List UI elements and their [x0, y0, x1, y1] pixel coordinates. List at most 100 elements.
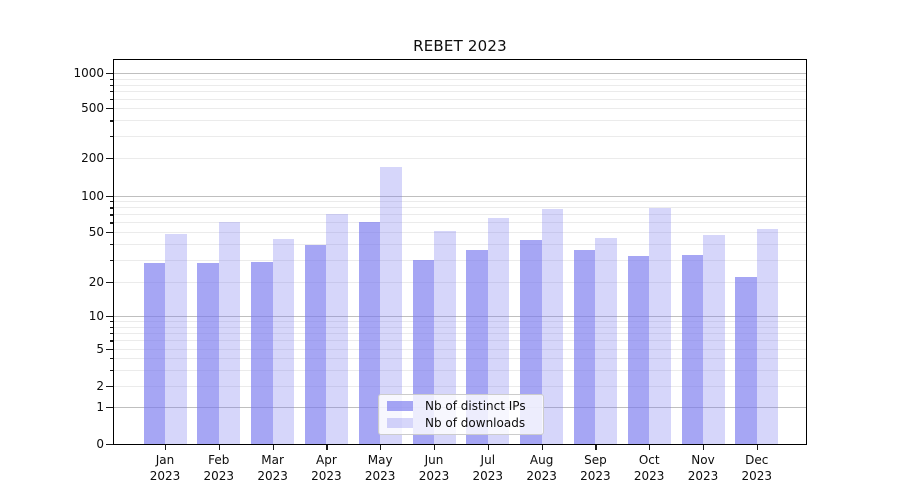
y-tick: [106, 232, 113, 234]
y-tick-label: 500: [81, 101, 104, 116]
y-tick-minor: [109, 136, 113, 138]
y-tick-minor: [109, 340, 113, 342]
x-tick-label: Jun 2023: [406, 452, 462, 484]
gridline-minor: [114, 386, 806, 387]
y-tick-minor: [109, 320, 113, 322]
bar-distinct-ips: [304, 245, 327, 445]
gridline-minor: [114, 136, 806, 138]
y-tick-label: 0: [96, 437, 104, 452]
x-tick-label-year: 2023: [257, 469, 288, 483]
bar-downloads: [649, 208, 671, 445]
y-tick-minor: [109, 207, 113, 209]
bar-downloads: [380, 167, 402, 445]
y-tick: [106, 407, 113, 409]
y-tick-minor: [109, 78, 113, 80]
bar-distinct-ips: [735, 276, 757, 445]
x-tick: [487, 444, 489, 450]
x-tick-label: Feb 2023: [191, 452, 247, 484]
y-tick: [106, 73, 113, 75]
y-tick-minor: [109, 326, 113, 328]
x-tick-label: Oct 2023: [621, 452, 677, 484]
gridline-minor: [114, 214, 806, 216]
gridline-minor: [114, 99, 806, 101]
y-tick: [106, 444, 113, 446]
bar-distinct-ips: [197, 263, 219, 445]
x-tick: [541, 444, 543, 450]
x-tick: [756, 444, 758, 450]
x-tick: [595, 444, 597, 450]
x-tick: [380, 444, 382, 450]
bar-downloads: [487, 218, 510, 445]
gridline-minor: [114, 358, 806, 360]
x-tick-label: Jan 2023: [137, 452, 193, 484]
gridline-minor: [114, 369, 806, 371]
y-tick-label: 1: [96, 400, 104, 415]
legend-label-downloads: Nb of downloads: [425, 416, 526, 430]
x-tick-label-year: 2023: [364, 469, 396, 483]
x-tick-label-year: 2023: [580, 469, 611, 483]
x-tick-label-year: 2023: [741, 469, 773, 483]
gridline-minor: [114, 326, 806, 328]
y-tick-minor: [109, 259, 113, 261]
gridline-minor: [114, 207, 806, 209]
y-tick: [106, 281, 113, 283]
bar-downloads: [272, 238, 295, 445]
y-tick-label: 5: [96, 342, 104, 357]
x-tick: [272, 444, 274, 450]
y-tick: [106, 158, 113, 160]
gridline-minor: [114, 259, 806, 261]
y-tick: [106, 108, 113, 110]
bar-distinct-ips: [627, 256, 650, 445]
gridline-minor: [114, 108, 806, 110]
bar-distinct-ips: [681, 254, 703, 445]
gridline-minor: [114, 158, 806, 160]
x-tick-label-year: 2023: [472, 469, 504, 483]
y-tick-minor: [109, 332, 113, 335]
legend-swatch-downloads: [387, 418, 413, 428]
y-tick-minor: [109, 201, 113, 203]
y-tick: [106, 315, 113, 317]
y-tick: [106, 195, 113, 197]
bar-downloads: [218, 222, 241, 445]
legend: Nb of distinct IPs Nb of downloads: [378, 394, 544, 435]
gridline-minor: [114, 349, 806, 351]
legend-item-distinct-ips: Nb of distinct IPs: [387, 398, 535, 414]
y-tick-minor: [109, 84, 113, 86]
legend-item-downloads: Nb of downloads: [387, 415, 535, 431]
y-tick: [106, 349, 113, 351]
bar-distinct-ips: [358, 221, 381, 445]
x-tick-label: Nov 2023: [675, 452, 731, 484]
x-tick: [218, 444, 220, 450]
x-tick-label: Mar 2023: [245, 452, 301, 484]
chart-title: REBET 2023: [413, 37, 507, 55]
x-tick: [434, 444, 436, 450]
x-tick-label: Sep 2023: [567, 452, 623, 484]
gridline-minor: [114, 84, 806, 86]
bar-downloads: [595, 237, 617, 445]
gridline-minor: [114, 281, 806, 283]
y-tick-label: 20: [88, 274, 104, 289]
gridline-minor: [114, 320, 806, 322]
gridline-major: [114, 315, 806, 317]
gridline-minor: [114, 120, 806, 122]
x-tick-label-year: 2023: [633, 469, 665, 483]
gridline-minor: [114, 222, 806, 224]
y-tick-minor: [109, 91, 113, 93]
gridline-minor: [114, 232, 806, 233]
y-tick-label: 200: [81, 151, 104, 166]
y-tick-minor: [109, 99, 113, 101]
bar-downloads: [703, 235, 725, 445]
gridline-minor: [114, 78, 806, 80]
bar-distinct-ips: [520, 240, 542, 445]
x-tick-label: Jul 2023: [460, 452, 516, 484]
x-tick-label-year: 2023: [418, 469, 450, 483]
bar-downloads: [541, 208, 564, 445]
bar-distinct-ips: [573, 249, 596, 445]
gridline-minor: [114, 91, 806, 93]
x-tick-label: Dec 2023: [729, 452, 785, 484]
x-tick: [703, 444, 705, 450]
bar-downloads: [165, 234, 187, 445]
y-tick-minor: [109, 369, 113, 371]
bar-downloads: [756, 228, 779, 445]
